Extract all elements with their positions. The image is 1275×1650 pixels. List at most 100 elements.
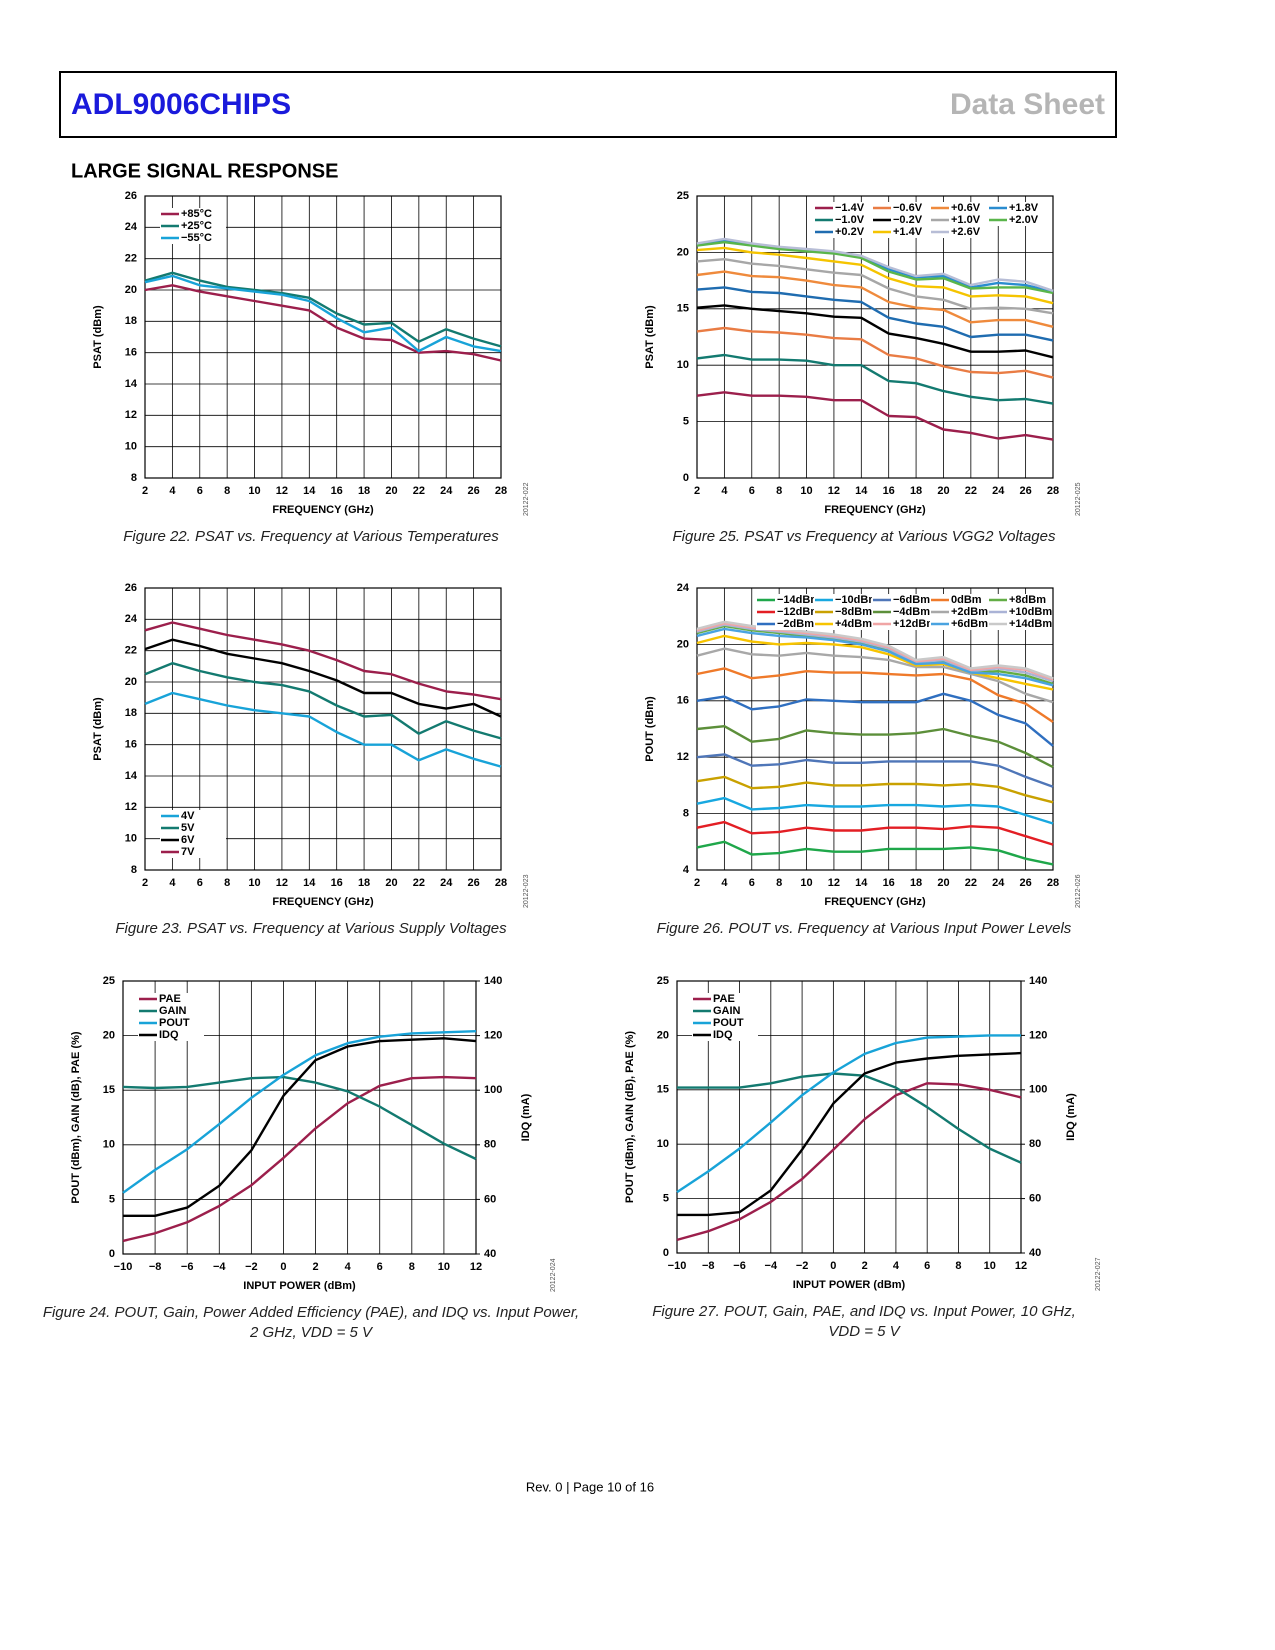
legend-bg bbox=[756, 618, 814, 630]
x-tick-label: 10 bbox=[800, 485, 812, 497]
legend-label: −1.4V bbox=[835, 202, 865, 214]
x-tick-label: 18 bbox=[358, 485, 370, 497]
legend-label: PAE bbox=[159, 993, 181, 1005]
y-tick-label: 26 bbox=[125, 190, 137, 202]
legend-bg bbox=[930, 594, 988, 606]
x-tick-label: 28 bbox=[1047, 877, 1059, 889]
y-tick-label: 12 bbox=[125, 801, 137, 813]
x-tick-label: 8 bbox=[776, 877, 782, 889]
legend-bg bbox=[988, 594, 1046, 606]
legend-label: +10dBm bbox=[1009, 606, 1052, 618]
x-tick-label: 12 bbox=[1015, 1260, 1027, 1272]
legend-bg bbox=[930, 618, 988, 630]
y2-tick-label: 100 bbox=[1029, 1084, 1047, 1096]
figure-caption: Figure 22. PSAT vs. Frequency at Various… bbox=[123, 528, 499, 545]
legend-bg bbox=[692, 1005, 758, 1017]
legend-label: 7V bbox=[181, 846, 195, 858]
x-tick-label: 28 bbox=[495, 485, 507, 497]
legend-label: −8dBm bbox=[835, 606, 872, 618]
series-line bbox=[696, 667, 1054, 723]
legend-label: −14dBm bbox=[777, 594, 820, 606]
x-tick-label: 8 bbox=[776, 485, 782, 497]
y-tick-label: 15 bbox=[677, 303, 689, 315]
y2-axis-label: IDQ (mA) bbox=[520, 1093, 532, 1141]
legend-label: +85°C bbox=[181, 208, 212, 220]
y2-tick-label: 100 bbox=[484, 1084, 502, 1096]
x-tick-label: 16 bbox=[883, 485, 895, 497]
series-line bbox=[696, 241, 1054, 295]
y-tick-label: 25 bbox=[103, 975, 115, 987]
legend-bg bbox=[814, 226, 872, 238]
series-line bbox=[677, 1072, 1022, 1164]
series-line bbox=[696, 840, 1054, 866]
legend-label: +8dBm bbox=[1009, 594, 1046, 606]
legend-bg bbox=[872, 594, 930, 606]
legend-label: −2dBm bbox=[777, 618, 814, 630]
x-tick-label: 0 bbox=[830, 1260, 836, 1272]
y-tick-label: 20 bbox=[125, 676, 137, 688]
y-tick-label: 22 bbox=[125, 645, 137, 657]
legend-label: +25°C bbox=[181, 220, 212, 232]
y2-tick-label: 140 bbox=[484, 975, 502, 987]
legend-label: +1.4V bbox=[893, 226, 923, 238]
y2-tick-label: 120 bbox=[1029, 1029, 1047, 1041]
series-line bbox=[696, 692, 1054, 747]
y-tick-label: 24 bbox=[125, 613, 138, 625]
x-tick-label: 6 bbox=[197, 877, 203, 889]
legend-bg bbox=[160, 810, 226, 822]
series-line bbox=[696, 326, 1054, 379]
series-line bbox=[696, 624, 1054, 686]
x-tick-label: 8 bbox=[409, 1261, 415, 1273]
legend-bg bbox=[756, 594, 814, 606]
y2-tick-label: 80 bbox=[1029, 1138, 1041, 1150]
x-tick-label: 24 bbox=[992, 485, 1005, 497]
x-tick-label: 16 bbox=[331, 877, 343, 889]
legend-bg bbox=[872, 606, 930, 618]
legend-bg bbox=[160, 220, 226, 232]
y-tick-label: 12 bbox=[677, 751, 689, 763]
y-tick-label: 14 bbox=[125, 770, 138, 782]
y-tick-label: 0 bbox=[109, 1248, 115, 1260]
y-tick-label: 22 bbox=[125, 253, 137, 265]
legend-label: +2.6V bbox=[951, 226, 981, 238]
series-line bbox=[696, 304, 1054, 359]
figure-caption: VDD = 5 V bbox=[828, 1323, 901, 1340]
y-tick-label: 10 bbox=[125, 441, 137, 453]
legend-label: 6V bbox=[181, 834, 195, 846]
x-tick-label: 20 bbox=[385, 877, 397, 889]
legend-bg bbox=[872, 214, 930, 226]
y-tick-label: 10 bbox=[657, 1138, 669, 1150]
figure-code: 20122-023 bbox=[523, 874, 530, 908]
x-tick-label: 20 bbox=[937, 877, 949, 889]
legend-label: +12dBm bbox=[893, 618, 936, 630]
y-tick-label: 5 bbox=[109, 1193, 115, 1205]
product-name: ADL9006CHIPS bbox=[71, 88, 291, 121]
x-tick-label: −4 bbox=[213, 1261, 226, 1273]
x-tick-label: 22 bbox=[965, 877, 977, 889]
x-tick-label: 8 bbox=[955, 1260, 961, 1272]
x-tick-label: 4 bbox=[721, 877, 728, 889]
series-line bbox=[144, 271, 502, 348]
legend-label: +0.2V bbox=[835, 226, 865, 238]
legend-label: −0.6V bbox=[893, 202, 923, 214]
x-tick-label: 20 bbox=[385, 485, 397, 497]
x-tick-label: 12 bbox=[470, 1261, 482, 1273]
x-tick-label: −6 bbox=[181, 1261, 194, 1273]
x-tick-label: 18 bbox=[910, 877, 922, 889]
figure-caption: Figure 23. PSAT vs. Frequency at Various… bbox=[115, 920, 507, 937]
x-tick-label: 14 bbox=[303, 877, 316, 889]
legend-bg bbox=[988, 618, 1046, 630]
y-tick-label: 10 bbox=[677, 359, 689, 371]
x-tick-label: 14 bbox=[303, 485, 316, 497]
legend-label: PAE bbox=[713, 993, 735, 1005]
legend-label: +1.0V bbox=[951, 214, 981, 226]
y-tick-label: 12 bbox=[125, 409, 137, 421]
legend-label: IDQ bbox=[159, 1029, 179, 1041]
x-tick-label: 18 bbox=[358, 877, 370, 889]
y-tick-label: 16 bbox=[677, 695, 689, 707]
y-tick-label: 10 bbox=[125, 833, 137, 845]
series-line bbox=[677, 1051, 1022, 1217]
legend-bg bbox=[814, 214, 872, 226]
legend-bg bbox=[988, 202, 1046, 214]
y-tick-label: 20 bbox=[657, 1029, 669, 1041]
